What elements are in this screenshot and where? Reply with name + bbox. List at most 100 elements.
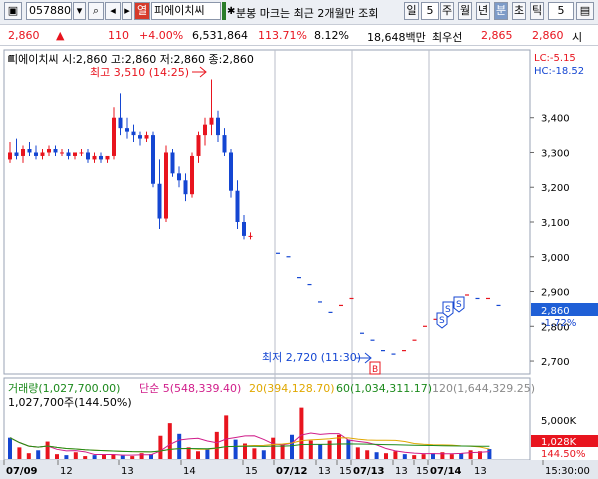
candle-body xyxy=(170,152,175,174)
price-axis-label: 2,800 xyxy=(541,322,570,333)
volume-value: 6,531,864 xyxy=(192,29,248,42)
volume-bar xyxy=(158,435,163,459)
candle-body xyxy=(73,152,77,156)
volume-bar xyxy=(337,434,341,459)
volume-bar xyxy=(17,447,22,459)
candle-body xyxy=(177,173,181,181)
tab-week[interactable]: 주 xyxy=(440,2,454,20)
time-axis-label: 13 xyxy=(395,466,408,477)
price-axis-label: 3,000 xyxy=(541,253,570,264)
price-axis-label: 3,400 xyxy=(541,114,570,125)
period-value-input[interactable]: 5 xyxy=(421,2,439,20)
candles-group xyxy=(8,79,253,240)
price-panel-frame xyxy=(3,49,531,375)
candle-body xyxy=(118,117,123,129)
star-icon: ✱ xyxy=(227,6,236,17)
volume-bar xyxy=(365,450,370,459)
volume-bar xyxy=(440,452,445,459)
volume-bar xyxy=(8,437,12,459)
up-arrow-icon: ▲ xyxy=(56,29,65,42)
volume-bar xyxy=(26,453,31,459)
window-icon[interactable]: ▣ xyxy=(4,2,22,20)
volume-bar xyxy=(73,452,78,459)
volume-bar xyxy=(233,439,238,459)
volume-bar xyxy=(280,444,285,459)
volume-bar xyxy=(92,455,97,459)
sell-marker-label: S xyxy=(445,305,451,315)
settings-icon[interactable]: ▤ xyxy=(576,2,594,20)
tab-minute[interactable]: 분 xyxy=(494,2,508,20)
volume-axis-5000k: 5,000K xyxy=(541,416,577,427)
period-button[interactable]: 일 xyxy=(404,2,419,20)
volume-ma-line xyxy=(9,437,490,453)
current-volume-box xyxy=(531,435,598,447)
dropdown-icon[interactable]: ▾ xyxy=(73,2,86,20)
candle-body xyxy=(183,180,188,195)
best-bid-value: 2,860 xyxy=(532,29,564,42)
price-axis-label: 3,300 xyxy=(541,148,570,159)
last-volume-label: 1,027,700주(144.50%) xyxy=(8,396,132,409)
price-chart[interactable]: 피에이치씨 시:2,860 고:2,860 저:2,860 종:2,860 LC… xyxy=(0,46,598,479)
tab-month[interactable]: 월 xyxy=(458,2,472,20)
candle-body xyxy=(248,235,253,237)
candle-body xyxy=(47,149,51,153)
time-axis-label: 12 xyxy=(60,466,73,477)
type-badge[interactable]: 열 xyxy=(134,2,150,20)
volume-bar xyxy=(421,454,426,459)
candle-body xyxy=(144,135,149,139)
candle-body xyxy=(14,152,19,156)
tab-year[interactable]: 년 xyxy=(476,2,490,20)
volume-bar xyxy=(177,433,182,459)
volume-bar xyxy=(327,440,332,459)
time-axis-label: 13 xyxy=(121,466,134,477)
color-flag-icon xyxy=(222,2,226,20)
candle-body xyxy=(21,149,25,156)
hc-label: HC:-18.52 xyxy=(534,66,584,77)
volume-bar xyxy=(468,450,473,459)
step-icon[interactable]: ▸ xyxy=(122,2,132,20)
sell-marker[interactable]: S xyxy=(442,301,454,318)
time-axis-label: 13 xyxy=(474,466,487,477)
time-axis-label: 07/14 xyxy=(430,466,462,477)
volume-bar xyxy=(346,439,351,459)
volume-bar xyxy=(299,407,304,459)
volume-bar xyxy=(402,454,407,459)
volume-bars-group xyxy=(8,407,492,459)
tab-tick[interactable]: 틱 xyxy=(530,2,544,20)
candle-body xyxy=(196,135,201,156)
tick-count-input[interactable]: 5 xyxy=(548,2,574,20)
price-axis-label: 3,200 xyxy=(541,183,570,194)
time-axis-label: 15 xyxy=(339,466,352,477)
time-axis-label: 14 xyxy=(183,466,196,477)
open-label: 시 xyxy=(572,31,583,44)
volume-bar xyxy=(83,456,88,459)
candle-body xyxy=(216,117,220,136)
volume-ma-lines xyxy=(9,432,490,456)
chart-title: 피에이치씨 시:2,860 고:2,860 저:2,860 종:2,860 xyxy=(8,53,254,66)
candle-body xyxy=(138,135,142,139)
search-icon[interactable]: ⌕ xyxy=(88,2,104,20)
volume-bar xyxy=(308,440,313,459)
volume-bar xyxy=(214,431,219,459)
stock-code-input[interactable]: 057880 xyxy=(26,2,72,20)
volume-bar xyxy=(412,455,417,459)
volume-bar xyxy=(149,454,153,459)
volume-ma20-label: 20(394,128.70) xyxy=(249,382,335,395)
candle-body xyxy=(8,152,12,160)
candle-body xyxy=(66,152,71,156)
volume-bar xyxy=(252,448,257,459)
price-axis: 3,400 3,300 3,200 3,100 3,000 2,900 2,800 2,700 xyxy=(530,114,570,368)
volume-bar xyxy=(355,447,360,459)
volume-ratio: 113.71% xyxy=(258,29,307,42)
buy-marker[interactable]: B xyxy=(369,361,381,375)
tab-second[interactable]: 초 xyxy=(512,2,526,20)
change-value: 110 xyxy=(108,29,129,42)
candle-body xyxy=(235,190,240,222)
time-axis-label: 15 xyxy=(416,466,429,477)
time-axis-label: 07/13 xyxy=(353,466,385,477)
chart-menu-icon[interactable] xyxy=(8,56,14,62)
speaker-icon[interactable]: ◂ xyxy=(105,2,121,20)
volume-bar xyxy=(224,415,229,459)
stock-name-field[interactable]: 피에이치씨 xyxy=(151,2,221,20)
sell-marker[interactable]: S xyxy=(453,296,465,313)
